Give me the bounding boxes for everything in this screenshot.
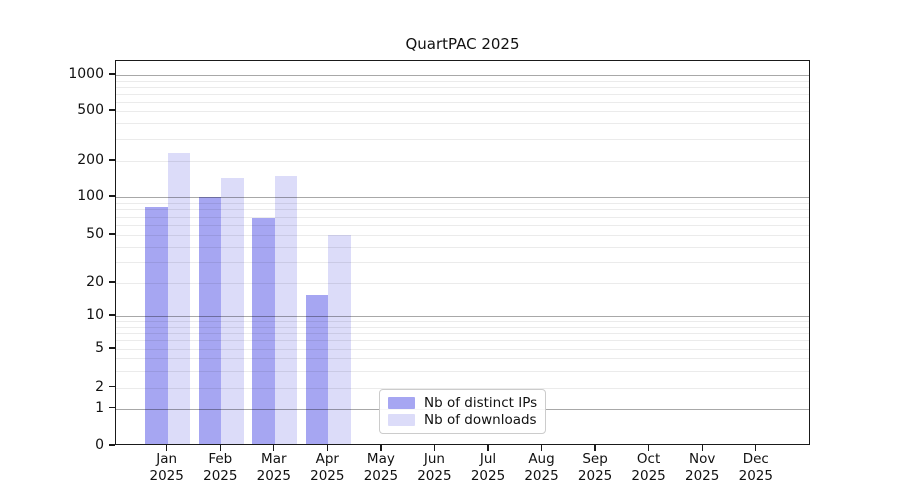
legend-label-distinct-ips: Nb of distinct IPs bbox=[424, 395, 538, 411]
x-tick-label-oct: Oct 2025 bbox=[631, 451, 666, 484]
x-tick-mark-mar bbox=[273, 445, 275, 451]
gridline-600 bbox=[116, 101, 809, 103]
x-tick-label-feb: Feb 2025 bbox=[203, 451, 238, 484]
x-tick-mark-jun bbox=[433, 445, 436, 451]
gridline-1000 bbox=[116, 75, 809, 76]
x-tick-label-sep: Sep 2025 bbox=[577, 451, 613, 484]
y-tick-mark-500 bbox=[109, 109, 115, 111]
gridline-40 bbox=[116, 246, 809, 248]
x-tick-mark-jul bbox=[487, 445, 489, 451]
bar-nb-of-downloads-feb bbox=[221, 177, 244, 444]
y-tick-mark-0 bbox=[109, 444, 115, 446]
grid-layer bbox=[116, 61, 809, 444]
bars-layer bbox=[116, 61, 809, 444]
bar-nb-of-distinct-ips-mar bbox=[252, 217, 275, 444]
gridline-20 bbox=[116, 283, 809, 284]
y-tick-mark-2 bbox=[109, 385, 115, 388]
y-tick-label-100: 100 bbox=[77, 188, 104, 204]
x-tick-mark-oct bbox=[647, 445, 650, 451]
y-tick-label-50: 50 bbox=[86, 226, 104, 242]
bar-nb-of-distinct-ips-jan bbox=[145, 206, 168, 444]
gridline-9 bbox=[116, 321, 809, 322]
gridline-400 bbox=[116, 123, 809, 125]
gridline-200 bbox=[116, 161, 809, 162]
gridline-6 bbox=[116, 340, 809, 342]
legend-label-downloads: Nb of downloads bbox=[424, 412, 537, 428]
gridline-3 bbox=[116, 370, 809, 372]
bar-nb-of-distinct-ips-feb bbox=[198, 196, 222, 444]
x-tick-mark-may bbox=[380, 445, 382, 451]
x-tick-label-jun: Jun 2025 bbox=[417, 451, 452, 484]
gridline-2 bbox=[116, 387, 809, 389]
x-tick-label-jan: Jan 2025 bbox=[149, 451, 184, 484]
gridline-60 bbox=[116, 225, 809, 226]
gridline-700 bbox=[116, 93, 809, 95]
gridline-800 bbox=[116, 86, 809, 88]
y-tick-label-20: 20 bbox=[86, 274, 104, 290]
gridline-7 bbox=[116, 333, 809, 334]
y-tick-mark-1 bbox=[109, 406, 115, 409]
gridline-80 bbox=[116, 209, 809, 211]
x-tick-label-dec: Dec 2025 bbox=[738, 451, 773, 484]
bar-nb-of-downloads-apr bbox=[328, 235, 351, 444]
y-tick-mark-20 bbox=[109, 281, 115, 283]
bar-nb-of-downloads-mar bbox=[274, 175, 298, 444]
x-tick-mark-nov bbox=[701, 445, 703, 451]
x-tick-mark-sep bbox=[594, 445, 596, 451]
x-tick-mark-aug bbox=[540, 445, 543, 451]
x-tick-label-nov: Nov 2025 bbox=[685, 451, 720, 484]
x-tick-label-jul: Jul 2025 bbox=[470, 451, 506, 484]
x-tick-mark-dec bbox=[755, 445, 757, 451]
legend: Nb of distinct IPs Nb of downloads bbox=[379, 389, 546, 434]
gridline-10 bbox=[116, 316, 809, 317]
y-tick-mark-1000 bbox=[109, 73, 115, 75]
x-tick-label-mar: Mar 2025 bbox=[256, 451, 291, 484]
x-tick-mark-feb bbox=[219, 445, 221, 451]
y-tick-label-5: 5 bbox=[95, 340, 104, 356]
y-tick-mark-200 bbox=[109, 159, 115, 161]
x-tick-label-aug: Aug 2025 bbox=[524, 451, 559, 484]
y-tick-mark-5 bbox=[109, 347, 115, 349]
gridline-900 bbox=[116, 80, 809, 82]
gridline-8 bbox=[116, 326, 809, 328]
legend-swatch-downloads bbox=[388, 414, 415, 426]
y-tick-label-1: 1 bbox=[95, 399, 104, 416]
gridline-90 bbox=[116, 202, 809, 204]
x-tick-label-may: May 2025 bbox=[363, 451, 399, 484]
bar-nb-of-downloads-jan bbox=[167, 152, 191, 444]
gridline-5 bbox=[116, 349, 809, 350]
bar-nb-of-distinct-ips-apr bbox=[305, 294, 329, 444]
legend-item-downloads: Nb of downloads bbox=[388, 412, 537, 428]
x-tick-mark-jan bbox=[166, 445, 168, 451]
y-tick-label-500: 500 bbox=[77, 102, 104, 118]
y-tick-mark-100 bbox=[109, 195, 115, 197]
y-tick-label-2: 2 bbox=[95, 378, 104, 395]
gridline-30 bbox=[116, 261, 809, 263]
y-tick-label-1000: 1000 bbox=[68, 66, 104, 82]
gridline-4 bbox=[116, 358, 809, 360]
x-tick-label-apr: Apr 2025 bbox=[310, 451, 345, 484]
legend-item-distinct-ips: Nb of distinct IPs bbox=[388, 395, 538, 411]
gridline-100 bbox=[116, 197, 809, 198]
chart-title: QuartPAC 2025 bbox=[405, 35, 520, 53]
y-tick-mark-50 bbox=[109, 233, 115, 235]
plot-area bbox=[115, 60, 810, 445]
y-tick-mark-10 bbox=[109, 314, 115, 316]
gridline-300 bbox=[116, 138, 809, 140]
gridline-500 bbox=[116, 111, 809, 112]
y-tick-label-0: 0 bbox=[95, 437, 104, 453]
gridline-70 bbox=[116, 216, 809, 218]
gridline-50 bbox=[116, 235, 809, 236]
y-tick-label-10: 10 bbox=[86, 307, 104, 323]
y-tick-label-200: 200 bbox=[77, 152, 104, 168]
legend-swatch-distinct-ips bbox=[388, 397, 415, 409]
x-tick-mark-apr bbox=[326, 445, 328, 451]
